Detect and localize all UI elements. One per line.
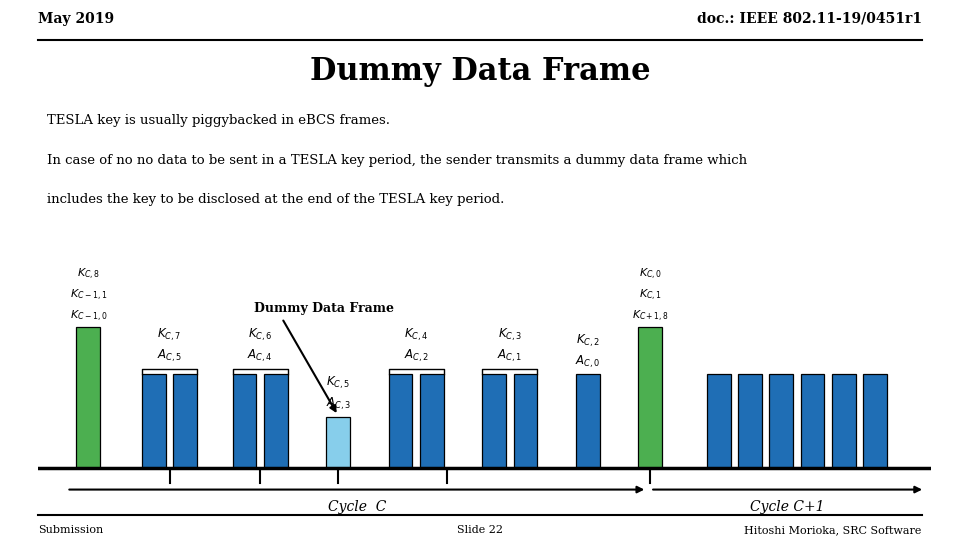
Text: $A_{C,4}$: $A_{C,4}$ — [248, 348, 273, 364]
Text: $K_{C,5}$: $K_{C,5}$ — [326, 375, 350, 392]
Text: $K_{C-1,1}$: $K_{C-1,1}$ — [70, 288, 108, 303]
Bar — [832, 374, 855, 468]
Text: $A_{C,5}$: $A_{C,5}$ — [156, 348, 182, 364]
Text: $K_{C,6}$: $K_{C,6}$ — [248, 327, 273, 343]
Text: Dummy Data Frame: Dummy Data Frame — [310, 56, 650, 87]
Text: doc.: IEEE 802.11-19/0451r1: doc.: IEEE 802.11-19/0451r1 — [697, 12, 922, 25]
Text: May 2019: May 2019 — [38, 12, 114, 25]
Text: Cycle  C: Cycle C — [327, 501, 386, 515]
Bar — [638, 327, 662, 468]
Text: $K_{C,2}$: $K_{C,2}$ — [576, 332, 600, 348]
Text: Submission: Submission — [38, 525, 104, 535]
Bar — [264, 374, 287, 468]
Bar — [576, 374, 600, 468]
Bar — [173, 374, 197, 468]
Text: Hitoshi Morioka, SRC Software: Hitoshi Morioka, SRC Software — [744, 525, 922, 535]
Text: $K_{C,7}$: $K_{C,7}$ — [157, 327, 181, 343]
Text: includes the key to be disclosed at the end of the TESLA key period.: includes the key to be disclosed at the … — [47, 193, 505, 206]
Text: $K_{C,3}$: $K_{C,3}$ — [497, 327, 522, 343]
Bar — [770, 374, 793, 468]
Text: $A_{C,2}$: $A_{C,2}$ — [403, 348, 429, 364]
Text: Cycle C+1: Cycle C+1 — [751, 501, 825, 515]
Bar — [801, 374, 825, 468]
Bar — [708, 374, 731, 468]
Text: $K_{C,0}$: $K_{C,0}$ — [638, 267, 661, 282]
Text: Slide 22: Slide 22 — [457, 525, 503, 535]
Text: $A_{C,0}$: $A_{C,0}$ — [575, 353, 600, 369]
Bar — [738, 374, 762, 468]
Text: TESLA key is usually piggybacked in eBCS frames.: TESLA key is usually piggybacked in eBCS… — [47, 114, 391, 127]
Bar — [326, 417, 350, 468]
Text: $A_{C,3}$: $A_{C,3}$ — [325, 396, 350, 413]
Bar — [142, 374, 166, 468]
Bar — [389, 374, 413, 468]
Bar — [420, 374, 444, 468]
Text: $K_{C,4}$: $K_{C,4}$ — [404, 327, 428, 343]
Text: $K_{C+1,8}$: $K_{C+1,8}$ — [632, 309, 668, 325]
Text: $K_{C,1}$: $K_{C,1}$ — [638, 288, 661, 303]
Bar — [863, 374, 887, 468]
Bar — [482, 374, 506, 468]
Bar — [232, 374, 256, 468]
Text: In case of no no data to be sent in a TESLA key period, the sender transmits a d: In case of no no data to be sent in a TE… — [47, 153, 748, 167]
Text: Dummy Data Frame: Dummy Data Frame — [253, 302, 394, 315]
Text: $K_{C,8}$: $K_{C,8}$ — [77, 267, 100, 282]
Text: $A_{C,1}$: $A_{C,1}$ — [497, 348, 522, 364]
Bar — [77, 327, 100, 468]
Bar — [514, 374, 538, 468]
Text: $K_{C-1,0}$: $K_{C-1,0}$ — [69, 309, 108, 325]
